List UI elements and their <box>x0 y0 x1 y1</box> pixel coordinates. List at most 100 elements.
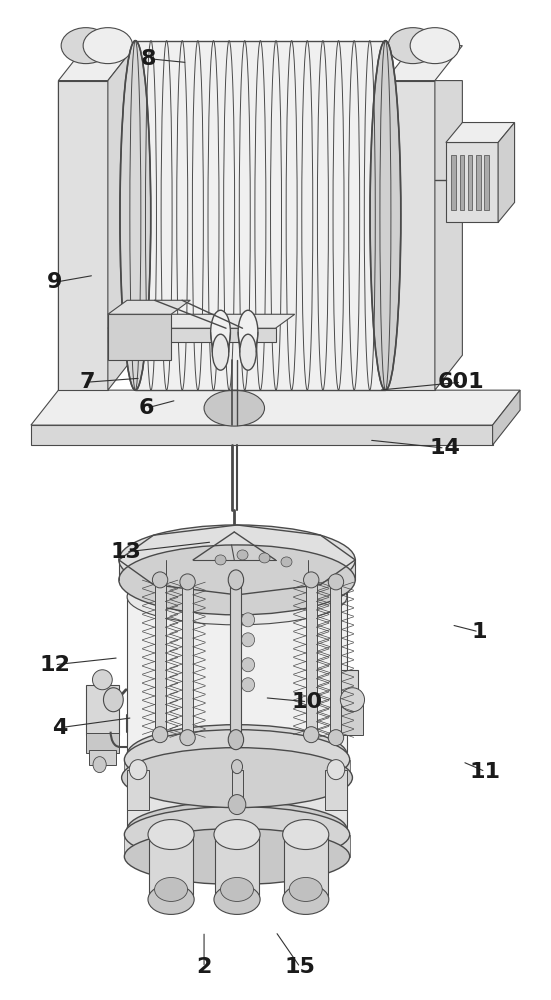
Bar <box>325 770 347 810</box>
Polygon shape <box>108 46 136 390</box>
Ellipse shape <box>129 760 147 780</box>
Polygon shape <box>58 81 86 390</box>
Ellipse shape <box>153 572 168 588</box>
Polygon shape <box>385 46 462 81</box>
Ellipse shape <box>370 41 401 390</box>
Text: 9: 9 <box>47 272 62 292</box>
Ellipse shape <box>148 820 194 850</box>
Bar <box>331 670 358 700</box>
Ellipse shape <box>228 570 244 590</box>
Ellipse shape <box>228 795 246 815</box>
Ellipse shape <box>281 557 292 567</box>
Ellipse shape <box>283 820 329 850</box>
Text: 7: 7 <box>80 372 95 392</box>
Bar <box>284 835 328 899</box>
Polygon shape <box>108 314 295 328</box>
Bar <box>331 582 342 738</box>
Polygon shape <box>385 81 435 390</box>
Polygon shape <box>446 142 498 222</box>
Text: 12: 12 <box>39 655 70 675</box>
Ellipse shape <box>180 574 195 590</box>
Bar <box>125 760 350 778</box>
Ellipse shape <box>125 807 350 862</box>
Ellipse shape <box>283 884 329 914</box>
Ellipse shape <box>214 884 260 914</box>
Text: 1: 1 <box>471 622 487 642</box>
Bar <box>484 155 489 210</box>
Ellipse shape <box>214 820 260 850</box>
Ellipse shape <box>241 678 255 692</box>
Bar <box>306 580 317 735</box>
Polygon shape <box>136 41 385 390</box>
Ellipse shape <box>119 525 355 595</box>
Ellipse shape <box>127 802 347 858</box>
Polygon shape <box>435 81 462 390</box>
Polygon shape <box>498 123 515 222</box>
Text: 4: 4 <box>52 718 68 738</box>
Ellipse shape <box>238 310 258 354</box>
Ellipse shape <box>341 688 365 712</box>
Ellipse shape <box>119 545 355 615</box>
Bar <box>86 733 119 753</box>
Ellipse shape <box>304 727 319 743</box>
Ellipse shape <box>241 658 255 672</box>
Text: 6: 6 <box>139 398 154 418</box>
Bar <box>231 770 242 805</box>
Ellipse shape <box>125 730 350 790</box>
Ellipse shape <box>127 552 347 612</box>
Ellipse shape <box>120 41 151 390</box>
Polygon shape <box>108 314 171 360</box>
Ellipse shape <box>241 633 255 647</box>
Bar <box>149 835 193 899</box>
Ellipse shape <box>328 730 344 746</box>
Bar <box>451 155 456 210</box>
Polygon shape <box>108 328 276 342</box>
Text: 15: 15 <box>285 957 316 977</box>
Text: 14: 14 <box>429 438 460 458</box>
Ellipse shape <box>259 553 270 563</box>
Polygon shape <box>493 390 520 445</box>
Polygon shape <box>58 46 136 81</box>
Ellipse shape <box>231 760 242 774</box>
Ellipse shape <box>204 390 264 426</box>
Bar <box>127 770 149 810</box>
Bar <box>468 155 472 210</box>
Ellipse shape <box>127 569 347 625</box>
Bar <box>182 582 193 738</box>
Ellipse shape <box>127 725 347 785</box>
Bar <box>86 685 119 735</box>
Ellipse shape <box>148 884 194 914</box>
Polygon shape <box>31 390 520 425</box>
Ellipse shape <box>93 670 112 690</box>
Ellipse shape <box>210 310 230 354</box>
Ellipse shape <box>388 28 437 64</box>
Polygon shape <box>108 300 190 314</box>
Text: 10: 10 <box>292 692 323 712</box>
Polygon shape <box>446 123 515 142</box>
Ellipse shape <box>241 613 255 627</box>
Polygon shape <box>31 425 493 445</box>
Bar <box>342 695 364 735</box>
Ellipse shape <box>240 334 256 370</box>
Ellipse shape <box>327 760 345 780</box>
Polygon shape <box>119 560 355 580</box>
Ellipse shape <box>212 334 229 370</box>
Ellipse shape <box>228 730 244 750</box>
Ellipse shape <box>220 877 253 901</box>
Ellipse shape <box>153 727 168 743</box>
Ellipse shape <box>61 28 111 64</box>
Bar <box>127 582 347 755</box>
Ellipse shape <box>125 829 350 884</box>
Ellipse shape <box>155 877 187 901</box>
Bar <box>89 750 116 765</box>
Bar <box>155 580 166 735</box>
Ellipse shape <box>237 550 248 560</box>
Ellipse shape <box>104 688 123 712</box>
Bar <box>215 835 259 899</box>
Ellipse shape <box>93 757 106 773</box>
Ellipse shape <box>215 555 226 565</box>
Ellipse shape <box>289 877 322 901</box>
Text: 2: 2 <box>196 957 212 977</box>
Bar <box>127 760 347 830</box>
Bar <box>460 155 464 210</box>
